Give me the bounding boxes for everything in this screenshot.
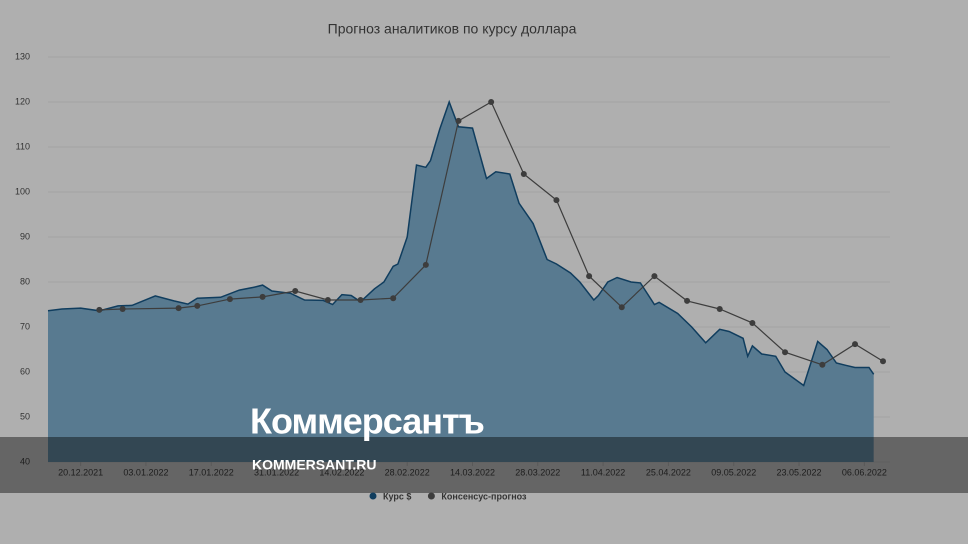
marker xyxy=(455,117,462,124)
y-tick-label: 80 xyxy=(20,276,30,286)
y-tick-label: 40 xyxy=(20,456,30,466)
legend-label: Консенсус-прогноз xyxy=(441,491,527,501)
marker xyxy=(716,306,723,312)
marker xyxy=(553,197,560,204)
x-tick-label: 28.02.2022 xyxy=(385,467,430,477)
x-tick-label: 28.03.2022 xyxy=(515,467,560,477)
plot xyxy=(47,99,886,462)
marker xyxy=(292,288,299,294)
marker xyxy=(119,306,126,312)
watermark-logo: Коммерсантъ xyxy=(250,401,484,442)
y-tick-label: 70 xyxy=(20,321,30,331)
marker xyxy=(880,358,886,365)
marker xyxy=(390,295,397,302)
y-tick-label: 100 xyxy=(15,186,30,196)
x-tick-label: 11.04.2022 xyxy=(581,467,625,477)
marker xyxy=(422,261,429,268)
marker xyxy=(651,273,658,280)
chart-title: Прогноз аналитиков по курсу доллара xyxy=(328,21,577,37)
marker xyxy=(96,306,103,313)
legend-label: Курс $ xyxy=(383,491,411,501)
y-tick-label: 50 xyxy=(20,411,30,421)
marker xyxy=(749,319,756,326)
marker xyxy=(819,361,826,368)
legend: Курс $ Консенсус-прогноз xyxy=(369,491,527,501)
x-tick-label: 14.03.2022 xyxy=(450,467,495,477)
y-tick-label: 130 xyxy=(15,51,30,61)
x-tick-label: 17.01.2022 xyxy=(189,467,234,477)
x-tick-label: 09.05.2022 xyxy=(711,467,756,477)
marker xyxy=(586,273,593,280)
y-tick-label: 60 xyxy=(20,366,30,376)
marker xyxy=(488,99,495,105)
y-tick-label: 90 xyxy=(20,231,30,241)
marker xyxy=(259,293,266,300)
y-tick-label: 110 xyxy=(16,141,30,151)
x-tick-label: 25.04.2022 xyxy=(646,467,691,477)
x-tick-label: 06.06.2022 xyxy=(842,467,887,477)
watermark-band xyxy=(0,437,968,493)
x-tick-label: 03.01.2022 xyxy=(123,467,168,477)
watermark-url: KOMMERSANT.RU xyxy=(252,457,376,473)
area xyxy=(48,102,874,462)
y-tick-label: 120 xyxy=(15,96,30,106)
x-tick-label: 31.01.2022 xyxy=(254,467,299,477)
marker xyxy=(194,302,201,309)
marker xyxy=(226,296,233,303)
x-tick-label: 20.12.2021 xyxy=(58,467,103,477)
legend-marker xyxy=(369,492,377,500)
x-tick-label: 23.05.2022 xyxy=(777,467,822,477)
marker xyxy=(520,171,527,177)
marker xyxy=(324,297,331,303)
x-tick-label: 14.02.2022 xyxy=(319,467,364,477)
marker xyxy=(618,304,625,311)
area-line xyxy=(47,99,875,387)
marker xyxy=(175,305,182,312)
marker xyxy=(782,349,789,356)
marker xyxy=(852,341,859,348)
marker xyxy=(684,297,691,304)
marker xyxy=(357,297,364,303)
legend-marker xyxy=(427,492,435,500)
